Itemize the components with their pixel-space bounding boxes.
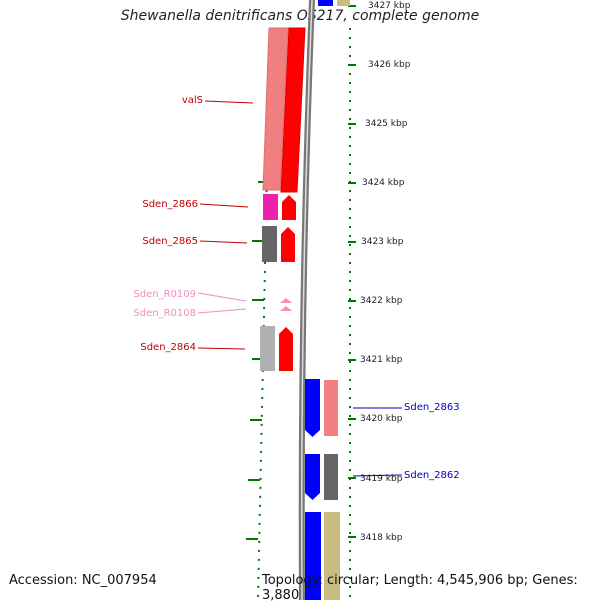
- label-leaders: [197, 100, 403, 477]
- gene-label-sden2864[interactable]: Sden_2864: [140, 342, 196, 353]
- reverse-cog-track: [324, 380, 340, 600]
- sden2865-leader: [199, 240, 248, 244]
- accession-text: Accession: NC_007954: [9, 573, 157, 588]
- sden-r0109-leader: [197, 292, 247, 302]
- forward-cog-track: [260, 27, 289, 371]
- sden2864-leader: [197, 347, 246, 350]
- tick-label: 3424 kbp: [362, 178, 405, 188]
- gene-label-sden2866[interactable]: Sden_2866: [142, 199, 198, 210]
- sden2864-cog-block: [260, 326, 275, 371]
- backbone-inner-line: [300, 0, 313, 600]
- top-khaki-cog-block: [337, 0, 350, 6]
- sden2863-cds: [305, 379, 320, 437]
- sden2862-cog-block: [324, 454, 338, 500]
- valS-cog-block: [262, 27, 289, 191]
- sden2865-cog-block: [262, 226, 277, 262]
- gene-label-sden2862[interactable]: Sden_2862: [404, 470, 460, 481]
- valS-leader: [204, 100, 254, 104]
- reverse-cds-track: [305, 379, 321, 600]
- sden2866-leader: [199, 203, 249, 208]
- top-reverse-features: [318, 0, 350, 6]
- bottom-khaki-cog-block: [324, 512, 340, 600]
- tick-label: 3422 kbp: [360, 296, 403, 306]
- tick-label: 3427 kbp: [368, 1, 411, 11]
- sden2863-cog-block: [324, 380, 338, 436]
- sden2866-cds: [282, 195, 296, 220]
- sden2864-cds: [279, 327, 293, 371]
- tick-label: 3419 kbp: [360, 474, 403, 484]
- valS-cds: [280, 27, 306, 193]
- sden-r0108-trna: [280, 306, 292, 311]
- sden2866-cog-block: [263, 194, 278, 220]
- genome-summary-text: Topology: circular; Length: 4,545,906 bp…: [262, 573, 578, 603]
- tick-label: 3420 kbp: [360, 414, 403, 424]
- tick-label: 3426 kbp: [368, 60, 411, 70]
- tick-label: 3421 kbp: [360, 355, 403, 365]
- gene-labels: valS Sden_2866 Sden_2865 Sden_R0109 Sden…: [133, 95, 459, 481]
- gene-label-sden-r0108[interactable]: Sden_R0108: [133, 308, 196, 319]
- sden-r0109-trna: [280, 298, 292, 303]
- tick-label: 3418 kbp: [360, 533, 403, 543]
- bottom-reverse-cds: [305, 512, 321, 600]
- forward-cds-track: [279, 27, 306, 371]
- tick-label: 3425 kbp: [365, 119, 408, 129]
- gene-label-valS[interactable]: valS: [182, 95, 203, 106]
- gene-label-sden-r0109[interactable]: Sden_R0109: [133, 289, 196, 300]
- sden2862-leader: [352, 474, 403, 477]
- sden-r0108-leader: [197, 308, 247, 314]
- map-title: Shewanella denitrificans OS217, complete…: [120, 8, 480, 24]
- top-reverse-cds: [318, 0, 333, 6]
- gene-label-sden2863[interactable]: Sden_2863: [404, 402, 460, 413]
- tick-label: 3423 kbp: [361, 237, 404, 247]
- tick-labels: 3427 kbp 3426 kbp 3425 kbp 3424 kbp 3423…: [360, 1, 411, 543]
- sden2865-cds: [281, 227, 295, 262]
- gene-label-sden2865[interactable]: Sden_2865: [142, 236, 198, 247]
- sden2862-cds: [305, 454, 320, 500]
